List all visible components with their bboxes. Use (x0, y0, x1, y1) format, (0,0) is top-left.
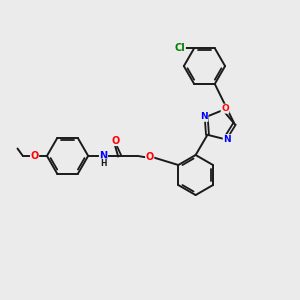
Text: H: H (100, 159, 107, 168)
Text: O: O (31, 151, 39, 161)
Text: O: O (111, 136, 119, 146)
Text: N: N (223, 135, 231, 144)
Text: O: O (221, 104, 229, 113)
Text: Cl: Cl (175, 43, 185, 53)
Text: O: O (146, 152, 154, 162)
Text: N: N (99, 151, 107, 161)
Text: N: N (200, 112, 208, 122)
